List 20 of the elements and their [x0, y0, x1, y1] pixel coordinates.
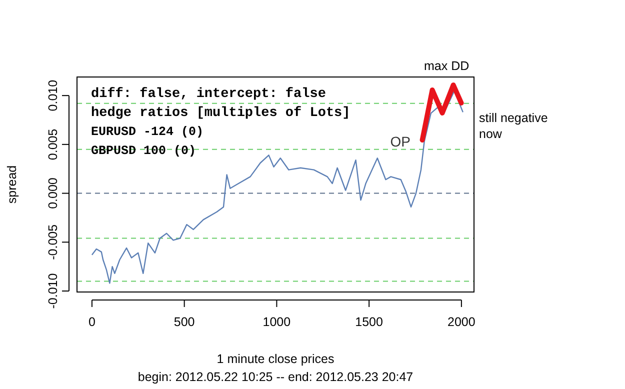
annotation: OP: [390, 134, 410, 150]
y-tick-label: 0.000: [46, 178, 60, 209]
annotation: diff: false, intercept: false: [91, 87, 326, 102]
x-tick-label: 2000: [448, 315, 476, 329]
x-tick-label: 500: [174, 315, 195, 329]
text: still negative now: [479, 111, 548, 141]
text: max DD: [424, 59, 470, 73]
y-tick-label: -0.005: [46, 224, 60, 260]
x-axis-title: 1 minute close prices: [216, 352, 334, 366]
annotation: EURUSD -124 (0): [91, 125, 204, 139]
y-tick-label: -0.010: [46, 273, 60, 309]
y-tick-label: 0.010: [46, 80, 60, 112]
text: begin: 2012.05.22 10:25 -- end: 2012.05.23 20:47: [138, 370, 414, 384]
y-tick-label: 0.005: [46, 128, 60, 160]
x-tick-label: 1000: [262, 315, 291, 329]
x-tick-label: 0: [88, 315, 96, 329]
annotation: GBPUSD 100 (0): [91, 144, 196, 158]
x-tick-label: 1500: [355, 315, 384, 329]
annotation: hedge ratios [multiples of Lots]: [91, 106, 350, 121]
y-axis-title: spread: [5, 165, 19, 204]
